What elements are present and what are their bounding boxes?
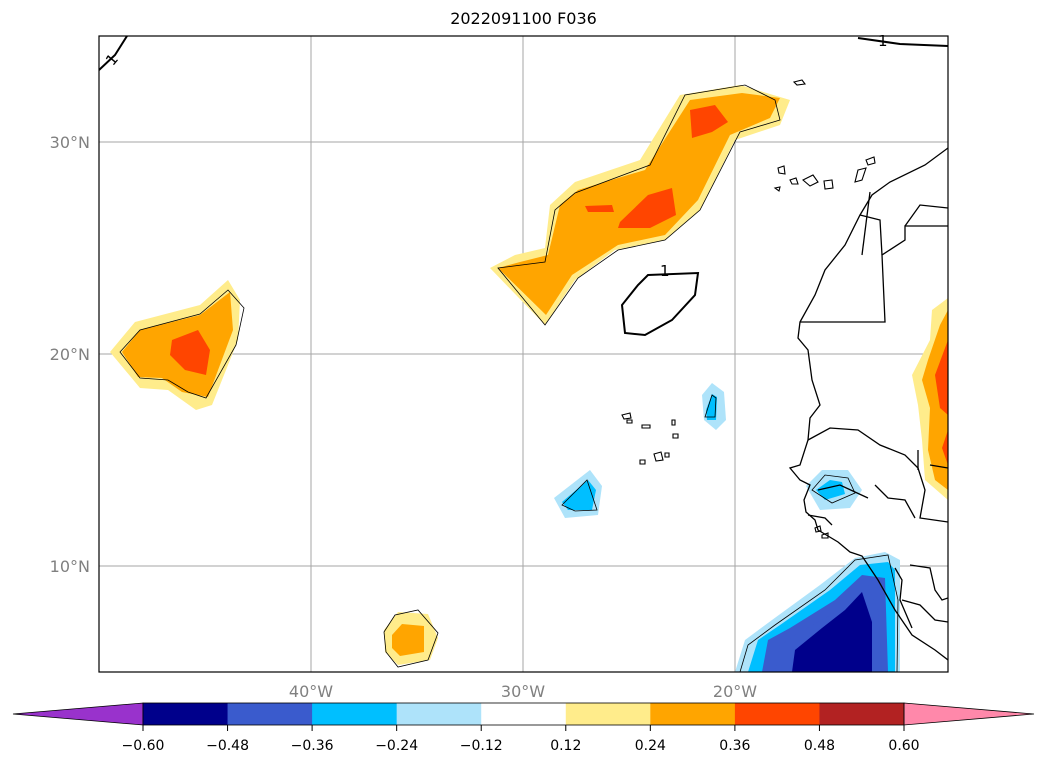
colorbar-tick-label: 0.48 (804, 738, 835, 754)
gridlines (99, 36, 948, 672)
colorbar-tick-label: 0.36 (719, 738, 750, 754)
contour-1-lines (99, 36, 948, 337)
colorbar-tick-label: −0.48 (206, 738, 249, 754)
anomaly-blob-east (912, 298, 948, 500)
contour-label-nw: 1 (102, 50, 122, 69)
colorbar-box (312, 703, 398, 725)
colorbar-tick-label: 0.12 (550, 738, 581, 754)
lat-tick-label: 30°N (50, 133, 90, 152)
negative-anomaly-small-1 (702, 383, 726, 430)
colorbar-box (819, 703, 905, 725)
anomaly-blob-west (110, 280, 245, 410)
lat-tick-label: 20°N (50, 345, 90, 364)
colorbar-tick-label: −0.60 (122, 738, 165, 754)
colorbar-tick-label: 0.60 (888, 738, 919, 754)
negative-anomaly-small-2 (554, 470, 602, 518)
colorbar-tick-label: −0.36 (291, 738, 334, 754)
colorbar-box (481, 703, 567, 725)
negative-anomaly-southeast (735, 552, 900, 672)
colorbar-box (227, 703, 313, 725)
lon-tick-label: 20°W (713, 682, 757, 701)
contour-label-ne: 1 (878, 32, 888, 50)
islands (621, 79, 876, 539)
lon-tick-label: 30°W (501, 682, 545, 701)
map-frame (98, 35, 949, 673)
colorbar-box (734, 703, 820, 725)
lon-tick-labels: 40°W 30°W 20°W (289, 682, 757, 701)
lat-tick-labels: 30°N 20°N 10°N (50, 133, 90, 576)
colorbar-extend-high (903, 702, 1035, 726)
colorbar-tick-label: 0.24 (635, 738, 666, 754)
anomaly-blob-south (383, 609, 439, 668)
colorbar-box (650, 703, 736, 725)
map-canvas (99, 36, 948, 672)
coastlines (788, 147, 948, 661)
lat-tick-label: 10°N (50, 557, 90, 576)
colorbar-extend-low (12, 702, 144, 726)
colorbar-tick-label: −0.24 (375, 738, 418, 754)
map-title: 2022091100 F036 (450, 9, 597, 28)
colorbar-box (396, 703, 482, 725)
colorbar-tick-label: −0.12 (460, 738, 503, 754)
lon-tick-label: 40°W (289, 682, 333, 701)
negative-anomaly-coast (806, 470, 862, 510)
contour-label-center: 1 (660, 262, 670, 280)
colorbar: −0.60 −0.48 −0.36 −0.24 −0.12 0.12 0.24 0.36 0.4… (12, 702, 1035, 754)
colorbar-box (143, 703, 229, 725)
anomaly-blob-central (490, 84, 790, 326)
colorbar-box (565, 703, 651, 725)
